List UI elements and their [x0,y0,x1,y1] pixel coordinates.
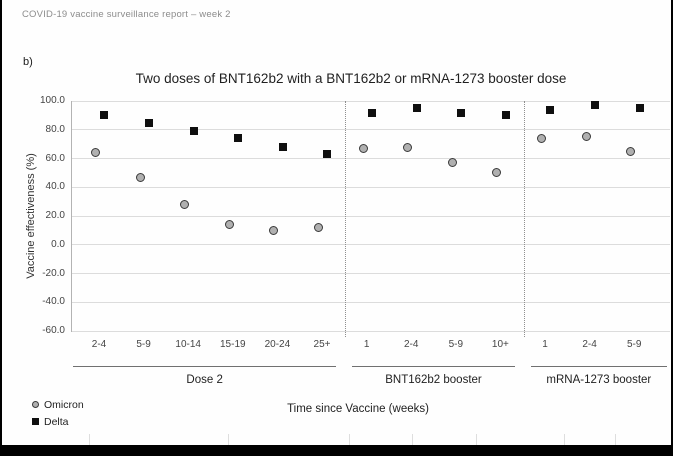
x-tick-label: 2-4 [403,339,419,350]
page-edge-right [671,0,673,456]
x-tick-label: 10-14 [175,339,201,350]
data-point-delta [412,104,421,113]
data-point-omicron [269,225,279,235]
x-tick-label: 5-9 [136,339,151,350]
legend-item-omicron: Omicron [32,396,84,413]
plot-area [71,101,670,337]
x-tick-label: 5-9 [626,339,642,350]
data-point-omicron [135,172,145,182]
data-point-delta [145,118,153,127]
x-tick-label: 15-19 [220,339,246,350]
gridline [72,244,670,246]
gridline [72,158,670,159]
y-tick-label: -60.0 [42,325,65,336]
data-point-omicron [90,148,100,158]
legend-item-delta: Delta [32,413,84,430]
group-divider-line [523,101,525,337]
gridline [72,101,670,102]
chart-title: Two doses of BNT162b2 with a BNT162b2 or… [135,71,567,86]
y-tick-label: 80.0 [45,123,65,135]
y-tick-label: 40.0 [45,181,65,193]
x-axis-title: Time since Vaccine (weeks) [287,403,429,415]
data-point-delta [189,127,198,136]
data-point-omicron [626,146,636,156]
y-tick-label: 20.0 [45,210,65,221]
x-tick-label: 2-4 [91,339,107,350]
y-tick-label: -20.0 [42,267,65,279]
group-underline [530,366,667,367]
group-label: mRNA-1273 booster [546,374,652,386]
data-point-omicron [313,223,323,232]
page-artifact-tick [476,434,477,445]
panel-label: b) [23,56,33,68]
page-artifact-tick [564,434,565,445]
data-point-delta [368,108,376,117]
x-tick-label: 20-24 [264,339,291,350]
x-tick-label: 1 [363,339,370,350]
legend: Omicron Delta [32,396,84,430]
gridline [72,129,670,131]
data-point-omicron [180,200,190,209]
data-point-delta [635,104,644,113]
x-tick-label: 1 [542,339,548,350]
data-point-delta [100,111,109,120]
gridline [72,330,670,332]
omicron-circle-icon [32,401,39,408]
legend-label-delta: Delta [44,415,69,428]
data-point-delta [457,108,466,117]
x-tick-label: 5-9 [448,339,464,350]
page-artifact-tick [615,434,616,445]
y-tick-label: 0.0 [51,238,65,250]
gridline [72,273,670,274]
gridline [72,301,670,303]
data-point-delta [323,150,332,159]
data-point-omicron [224,220,234,230]
data-point-delta [501,111,510,120]
gridline [72,215,670,217]
y-tick-label: 60.0 [45,152,65,164]
group-divider-line [345,101,347,337]
data-point-omicron [581,132,591,142]
group-label: Dose 2 [186,374,223,386]
page-artifact-tick [228,434,229,445]
data-point-omicron [492,168,502,178]
page-artifact-tick [349,434,350,445]
data-point-omicron [358,143,368,153]
group-underline [352,366,515,367]
report-header: COVID-19 vaccine surveillance report – w… [22,9,231,20]
group-label: BNT162b2 booster [385,374,482,386]
data-point-delta [278,143,287,151]
data-point-omicron [536,133,546,143]
page-artifact-tick [412,434,413,445]
page-edge-bottom [0,445,673,456]
y-tick-label: -40.0 [42,296,65,308]
x-tick-label: 2-4 [582,339,597,350]
data-point-delta [234,134,243,143]
page-artifact-tick [89,434,90,445]
delta-square-icon [32,418,39,425]
data-point-omicron [447,158,457,168]
page-edge-left [0,0,2,456]
x-tick-label: 10+ [491,339,509,350]
legend-label-omicron: Omicron [44,398,84,411]
data-point-delta [591,101,599,110]
data-point-delta [546,105,555,114]
group-underline [73,366,337,367]
gridline [72,186,670,188]
x-tick-label: 25+ [313,339,331,350]
data-point-omicron [403,142,413,152]
y-tick-label: 100.0 [39,95,65,106]
